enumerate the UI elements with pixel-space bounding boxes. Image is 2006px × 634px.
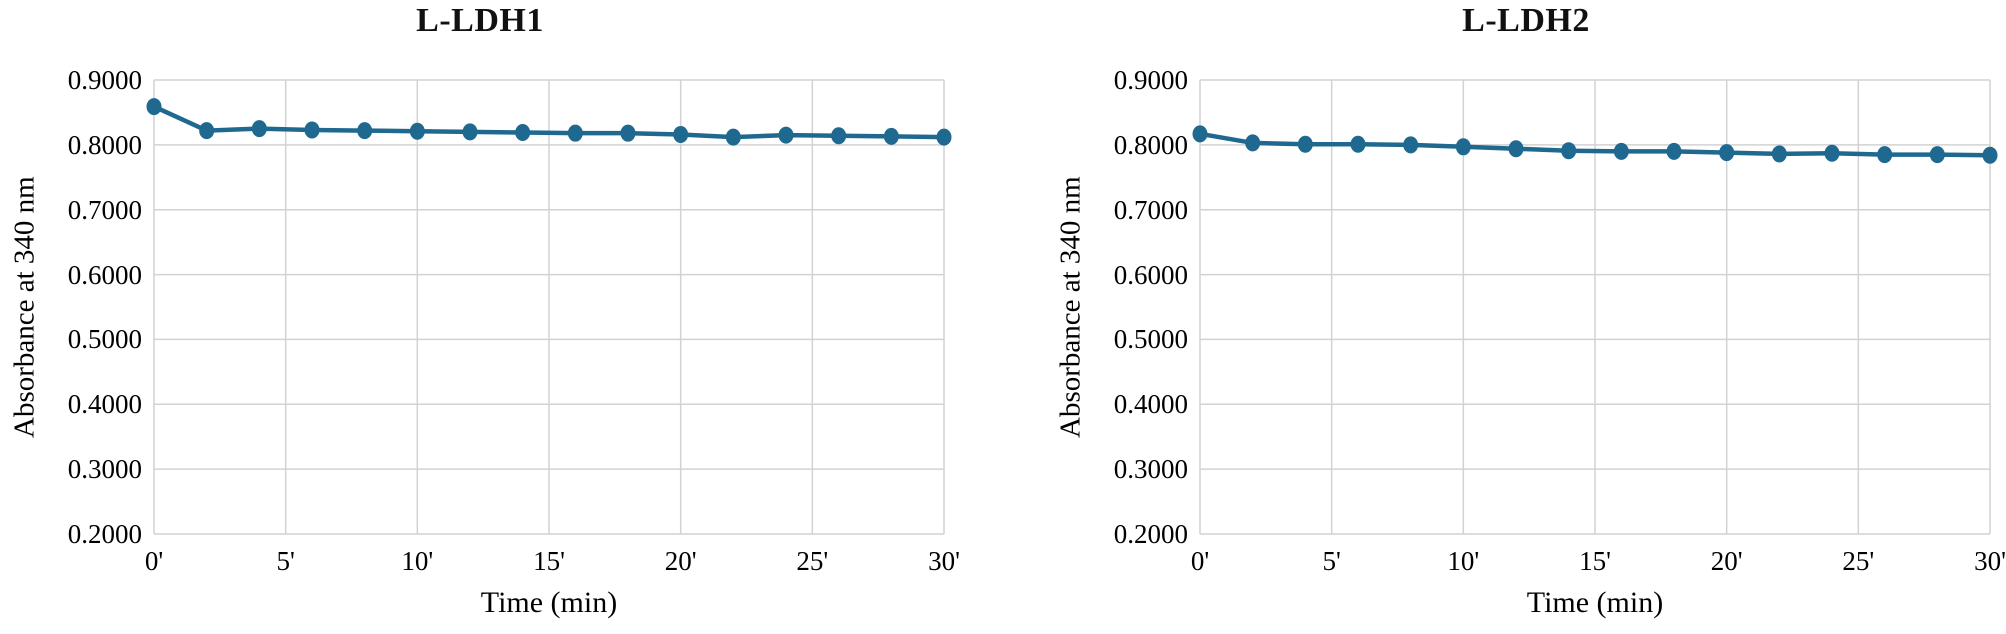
data-point-marker: [725, 128, 741, 146]
y-tick-label: 0.2000: [1113, 519, 1188, 549]
data-point-marker: [1877, 146, 1893, 164]
chart-panel-l-ldh1: L-LDH1 Absorbance at 340 nm Time (min) 0…: [0, 0, 960, 634]
x-tick-label: 10': [401, 546, 434, 576]
data-point-marker: [1403, 136, 1419, 154]
data-point-marker: [1719, 144, 1735, 162]
data-point-marker: [1245, 134, 1261, 152]
plot-area: [1192, 79, 1998, 535]
y-tick-label: 0.8000: [67, 129, 142, 160]
data-point-marker: [1613, 142, 1629, 160]
y-tick-label: 0.3000: [67, 454, 142, 485]
y-tick-label: 0.4000: [67, 389, 142, 420]
data-line: [1197, 131, 1993, 158]
data-point-marker: [1666, 142, 1682, 160]
data-point-marker: [1982, 146, 1998, 164]
y-tick-label: 0.4000: [1113, 389, 1188, 420]
data-point-marker: [251, 120, 267, 138]
data-point-marker: [778, 126, 794, 144]
data-point-marker: [304, 121, 320, 139]
data-point-marker: [409, 122, 425, 140]
y-tick-label: 0.2000: [67, 519, 142, 549]
y-tick-label: 0.6000: [67, 259, 142, 290]
x-tick-label: 30': [928, 546, 960, 576]
x-tick-label: 0': [1190, 546, 1210, 576]
data-point-marker: [936, 128, 952, 146]
data-point-marker: [1771, 145, 1787, 163]
y-tick-label: 0.9000: [1113, 65, 1188, 95]
x-tick-label: 20': [1710, 546, 1743, 576]
data-point-marker: [146, 98, 162, 116]
y-tick-label: 0.5000: [67, 324, 142, 355]
data-point-marker: [1192, 125, 1208, 143]
chart-panel-l-ldh2: L-LDH2 Absorbance at 340 nm Time (min) 0…: [1046, 0, 2006, 634]
x-tick-label: 15': [1579, 546, 1611, 576]
data-point-marker: [620, 124, 636, 142]
x-tick-label: 25': [796, 546, 829, 576]
chart-title: L-LDH2: [1462, 2, 1590, 39]
x-axis-title: Time (min): [1526, 586, 1664, 619]
data-point-marker: [831, 127, 847, 145]
x-tick-label: 25': [1842, 546, 1875, 576]
data-line: [151, 104, 947, 140]
chart-title: L-LDH1: [416, 2, 544, 39]
x-tick-label: 5': [1322, 546, 1341, 576]
data-point-marker: [1824, 144, 1840, 162]
data-point-marker: [1350, 135, 1366, 153]
data-point-marker: [1929, 146, 1945, 164]
y-tick-label: 0.7000: [67, 194, 142, 225]
y-tick-label: 0.9000: [67, 65, 142, 95]
x-tick-label: 10': [1447, 546, 1480, 576]
y-tick-label: 0.6000: [1113, 259, 1188, 290]
x-tick-label: 30': [1974, 546, 2006, 576]
y-tick-label: 0.3000: [1113, 454, 1188, 485]
plot-area: [146, 79, 952, 535]
data-point-marker: [1508, 140, 1524, 158]
y-tick-label: 0.5000: [1113, 324, 1188, 355]
data-point-marker: [1561, 142, 1577, 160]
data-point-marker: [673, 125, 689, 143]
x-tick-label: 5': [276, 546, 295, 576]
data-point-marker: [357, 122, 373, 140]
y-tick-label: 0.8000: [1113, 129, 1188, 160]
data-point-marker: [462, 123, 478, 141]
data-point-marker: [883, 127, 899, 145]
x-axis-title: Time (min): [480, 586, 618, 619]
data-point-marker: [1455, 138, 1471, 156]
x-tick-label: 0': [144, 546, 164, 576]
x-tick-label: 15': [533, 546, 565, 576]
data-point-marker: [1297, 135, 1313, 153]
data-point-marker: [199, 122, 215, 140]
data-point-marker: [515, 124, 531, 142]
x-tick-label: 20': [664, 546, 697, 576]
y-tick-label: 0.7000: [1113, 194, 1188, 225]
data-point-marker: [567, 124, 583, 142]
